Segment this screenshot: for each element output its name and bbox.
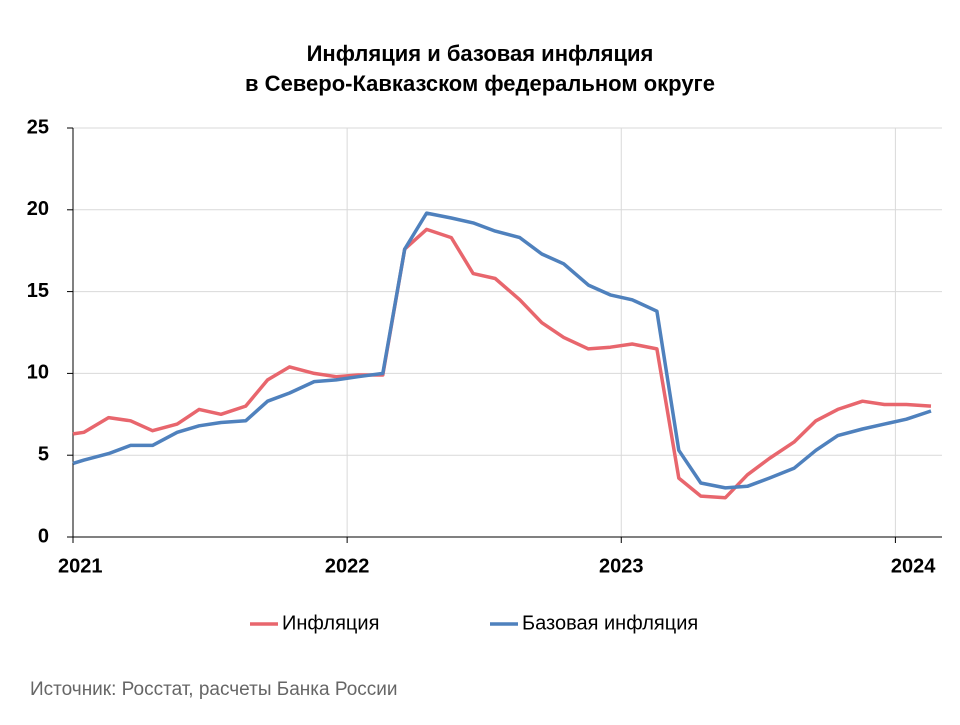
legend-label: Базовая инфляция bbox=[522, 612, 698, 634]
legend-label: Инфляция bbox=[282, 612, 379, 634]
series-line bbox=[72, 227, 932, 500]
x-tick-label: 2024 bbox=[891, 555, 936, 577]
y-tick-label: 0 bbox=[38, 525, 49, 547]
x-tick-label: 2023 bbox=[599, 555, 644, 577]
x-tick-label: 2022 bbox=[325, 555, 370, 577]
y-tick-label: 10 bbox=[27, 362, 49, 384]
x-tick-label: 2021 bbox=[58, 555, 103, 577]
y-tick-label: 20 bbox=[27, 198, 49, 220]
y-tick-label: 25 bbox=[27, 116, 49, 138]
chart-subtitle: в Северо-Кавказском федеральном округе bbox=[245, 71, 715, 96]
y-tick-label: 15 bbox=[27, 280, 49, 302]
source-note: Источник: Росстат, расчеты Банка России bbox=[30, 679, 398, 700]
series-line bbox=[72, 211, 932, 490]
y-tick-label: 5 bbox=[38, 443, 49, 465]
chart-title: Инфляция и базовая инфляция bbox=[307, 41, 654, 66]
